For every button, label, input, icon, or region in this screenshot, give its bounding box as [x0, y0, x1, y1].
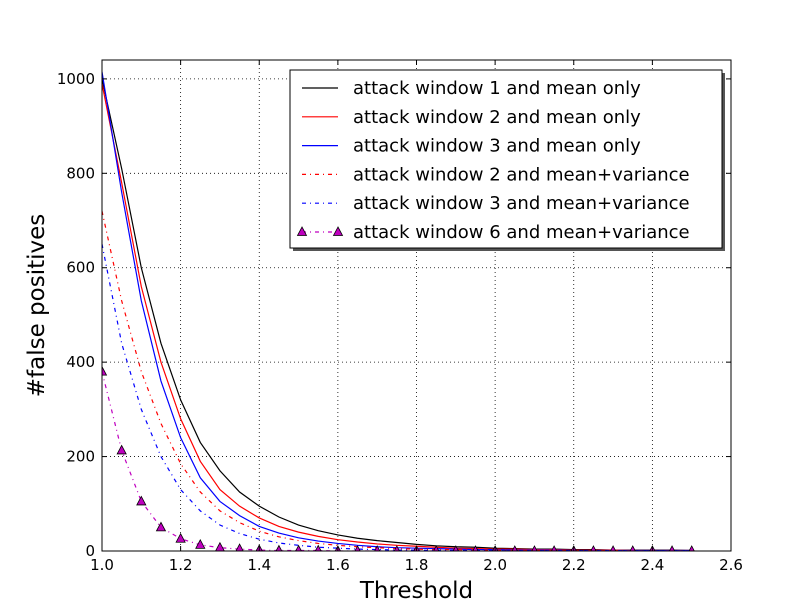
y-axis-title: #false positives: [24, 214, 50, 398]
legend-label: attack window 6 and mean+variance: [353, 222, 690, 243]
data-point-marker: [629, 545, 636, 551]
data-point-marker: [295, 544, 302, 551]
legend: attack window 1 and mean only attack wind…: [289, 69, 725, 251]
data-point-marker: [195, 539, 206, 549]
series-5: [102, 244, 692, 551]
data-point-marker: [155, 521, 167, 532]
y-tick-label: 400: [66, 353, 95, 371]
data-point-marker: [175, 532, 186, 543]
y-tick-label: 0: [85, 542, 95, 560]
data-point-marker: [550, 545, 558, 551]
data-point-marker: [354, 545, 361, 551]
x-tick-label: 2.2: [562, 556, 586, 574]
data-point-marker: [472, 545, 479, 551]
data-point-marker: [314, 544, 322, 551]
legend-label: attack window 2 and mean+variance: [353, 164, 690, 185]
y-tick-label: 1000: [57, 70, 95, 88]
x-tick-label: 1.4: [247, 556, 271, 574]
y-tick-label: 200: [66, 448, 95, 466]
axis-ticks: 1.0 1.2 1.4 1.6 1.8 2.0 2.2 2.4 2.6 0 200 400 600 800…: [57, 60, 743, 574]
y-tick-label: 600: [66, 259, 95, 277]
data-point-marker: [275, 544, 283, 551]
data-point-marker: [433, 545, 440, 551]
data-point-marker: [590, 545, 597, 551]
x-tick-label: 1.0: [90, 556, 114, 574]
data-point-marker: [235, 543, 244, 551]
legend-marker: [296, 226, 308, 236]
data-point-marker: [393, 545, 400, 551]
data-point-marker: [668, 545, 676, 551]
legend-box: [289, 69, 723, 249]
x-tick-label: 1.2: [169, 556, 193, 574]
data-point-marker: [116, 444, 127, 455]
data-point-marker: [609, 545, 617, 551]
legend-marker: [332, 226, 344, 236]
data-point-marker: [374, 545, 381, 551]
x-tick-label: 2.0: [483, 556, 507, 574]
x-axis-title: Threshold: [359, 578, 473, 604]
x-tick-label: 2.6: [719, 556, 743, 574]
y-tick-label: 800: [66, 164, 95, 182]
data-point-marker: [531, 545, 538, 551]
data-point-marker: [102, 365, 108, 376]
series-6: [102, 365, 695, 551]
series-line: [102, 244, 692, 551]
x-tick-label: 2.4: [640, 556, 664, 574]
data-point-marker: [452, 545, 459, 551]
data-point-marker: [511, 545, 518, 551]
legend-label: attack window 1 and mean only: [353, 78, 641, 99]
data-point-marker: [688, 545, 695, 551]
x-tick-label: 1.8: [405, 556, 429, 574]
legend-label: attack window 2 and mean only: [353, 107, 641, 128]
series-line: [102, 371, 692, 551]
legend-label: attack window 3 and mean+variance: [353, 193, 690, 214]
x-tick-label: 1.6: [326, 556, 350, 574]
data-point-marker: [136, 495, 147, 506]
legend-label: attack window 3 and mean only: [353, 136, 641, 157]
data-point-marker: [215, 541, 225, 551]
